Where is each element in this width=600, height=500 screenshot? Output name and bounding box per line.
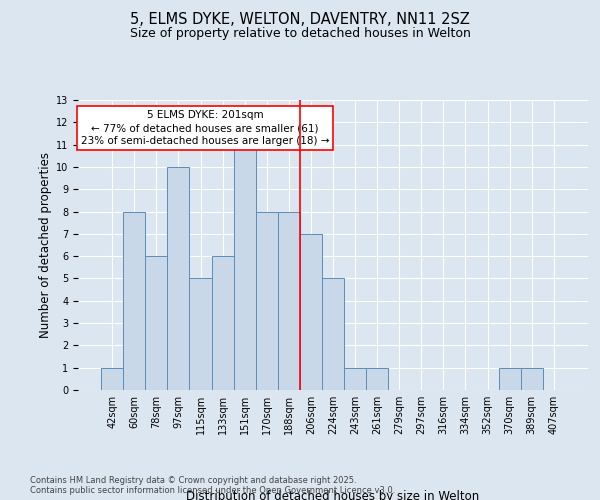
- Y-axis label: Number of detached properties: Number of detached properties: [39, 152, 52, 338]
- Bar: [190, 278, 212, 390]
- Bar: [233, 144, 256, 390]
- Bar: [212, 256, 233, 390]
- Bar: [167, 167, 190, 390]
- Text: 5 ELMS DYKE: 201sqm
← 77% of detached houses are smaller (61)
23% of semi-detach: 5 ELMS DYKE: 201sqm ← 77% of detached ho…: [80, 110, 329, 146]
- Bar: [344, 368, 366, 390]
- Bar: [322, 278, 344, 390]
- Bar: [366, 368, 388, 390]
- Bar: [499, 368, 521, 390]
- Bar: [278, 212, 300, 390]
- Bar: [101, 368, 123, 390]
- Text: Size of property relative to detached houses in Welton: Size of property relative to detached ho…: [130, 28, 470, 40]
- Bar: [300, 234, 322, 390]
- Bar: [145, 256, 167, 390]
- Bar: [256, 212, 278, 390]
- Bar: [521, 368, 543, 390]
- X-axis label: Distribution of detached houses by size in Welton: Distribution of detached houses by size …: [187, 490, 479, 500]
- Text: 5, ELMS DYKE, WELTON, DAVENTRY, NN11 2SZ: 5, ELMS DYKE, WELTON, DAVENTRY, NN11 2SZ: [130, 12, 470, 28]
- Bar: [123, 212, 145, 390]
- Text: Contains HM Land Registry data © Crown copyright and database right 2025.
Contai: Contains HM Land Registry data © Crown c…: [30, 476, 395, 495]
